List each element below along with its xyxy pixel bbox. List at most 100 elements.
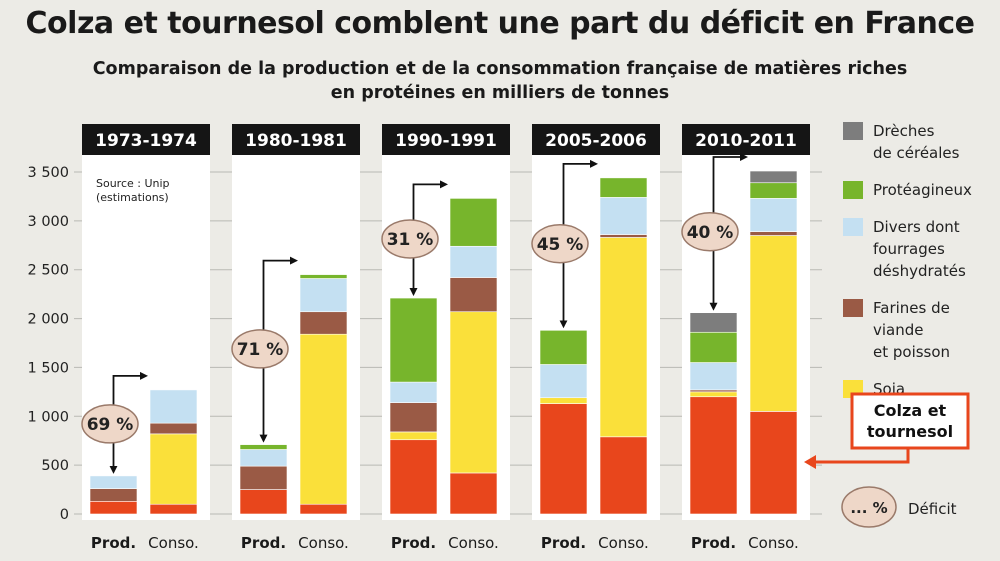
bar-segment-prod-proteagineux	[239, 444, 288, 450]
source-line-2: (estimations)	[96, 191, 169, 204]
y-tick-label: 2 000	[27, 312, 69, 328]
deficit-label: 40 %	[687, 223, 734, 243]
legend-swatch-farines	[843, 299, 863, 317]
bar-segment-prod-farines	[239, 465, 288, 490]
deficit-badge	[381, 219, 439, 259]
deficit-arrow-up	[412, 180, 448, 220]
bar-segment-prod-divers	[689, 362, 738, 391]
subtitle-line-2: en protéines en milliers de tonnes	[330, 83, 670, 103]
bar-segment-conso-colza	[749, 411, 798, 515]
page-title: Colza et tournesol comblent une part du …	[25, 6, 975, 41]
bar-segment-conso-colza	[299, 503, 348, 515]
legend-swatch-dreches	[843, 122, 863, 140]
bar-label-conso: Conso.	[298, 534, 349, 552]
bar-segment-prod-proteagineux	[539, 329, 588, 365]
bar-label-prod: Prod.	[541, 534, 586, 552]
bar-segment-conso-colza	[149, 503, 198, 515]
y-tick-label: 1 000	[27, 409, 69, 425]
bar-segment-prod-soja	[389, 431, 438, 441]
bar-label-conso: Conso.	[748, 534, 799, 552]
bar-segment-prod-colza	[539, 403, 588, 515]
bar-segment-prod-divers	[389, 381, 438, 403]
deficit-arrows: 69 % 71 % 31 % 45 % 40 %	[81, 153, 748, 474]
colza-callout-line-1: Colza et	[874, 401, 947, 420]
period-header-0	[82, 124, 210, 155]
source-line-1: Source : Unip	[96, 177, 170, 190]
period-header-label: 1980-1981	[245, 131, 347, 151]
period-header-2	[382, 124, 510, 155]
period-header-1	[232, 124, 360, 155]
bar-segment-prod-divers	[239, 449, 288, 467]
y-tick-label: 1 500	[27, 360, 69, 376]
deficit-badge	[681, 212, 739, 252]
bar-segment-prod-dreches	[689, 312, 738, 333]
colza-callout-box	[850, 392, 970, 450]
legend-label: viande	[873, 321, 924, 339]
deficit-label: 69 %	[87, 415, 134, 435]
deficit-arrow-up	[112, 371, 148, 405]
legend-label: Divers dont	[873, 218, 960, 236]
bar-label-prod: Prod.	[691, 534, 736, 552]
y-tick-label: 3 000	[27, 214, 69, 230]
bar-segment-conso-proteagineux	[749, 182, 798, 199]
bar-segment-conso-farines	[299, 311, 348, 335]
bar-segment-conso-soja	[299, 333, 348, 505]
bar-segment-conso-soja	[749, 235, 798, 412]
bar-segment-conso-farines	[149, 422, 198, 435]
legend-label: de céréales	[873, 144, 960, 162]
bar-segment-conso-soja	[599, 237, 648, 438]
bar-segment-conso-dreches	[749, 170, 798, 184]
deficit-key-label: Déficit	[908, 500, 957, 518]
deficit-label: 71 %	[237, 340, 284, 360]
period-header-label: 1973-1974	[95, 131, 197, 151]
bar-segment-prod-farines	[389, 402, 438, 433]
legend-label: Farines de	[873, 299, 950, 317]
bar-segment-conso-divers	[449, 245, 498, 278]
period-header-4	[682, 124, 810, 155]
deficit-badge	[531, 224, 589, 264]
colza-callout-connector	[812, 448, 910, 464]
bars	[89, 170, 798, 515]
bar-segment-prod-divers	[539, 364, 588, 399]
bar-segment-prod-proteagineux	[689, 331, 738, 363]
legend-label: et poisson	[873, 343, 950, 361]
y-tick-label: 2 500	[27, 263, 69, 279]
bar-segment-conso-proteagineux	[299, 274, 348, 279]
bar-label-prod: Prod.	[391, 534, 436, 552]
bar-segment-prod-proteagineux	[389, 297, 438, 383]
deficit-key-symbol: ... %	[850, 499, 887, 517]
bar-segment-conso-divers	[149, 389, 198, 424]
bar-segment-prod-colza	[89, 500, 138, 515]
colza-callout-line-2: tournesol	[867, 422, 953, 441]
deficit-arrow-up	[562, 159, 598, 225]
bar-segment-prod-colza	[689, 396, 738, 515]
colza-callout-arrowhead	[804, 455, 816, 469]
bar-segment-conso-farines	[449, 277, 498, 313]
deficit-label: 31 %	[387, 230, 434, 250]
y-axis: 0 500 1 000 1 500 2 000 2 500 3 000 3 500 Prod. C…	[27, 165, 798, 552]
bar-segment-conso-divers	[749, 198, 798, 232]
bar-label-conso: Conso.	[148, 534, 199, 552]
bar-segment-prod-colza	[389, 439, 438, 515]
bar-label-conso: Conso.	[598, 534, 649, 552]
legend-swatch-proteagineux	[843, 181, 863, 199]
bar-segment-conso-farines	[749, 231, 798, 236]
y-tick-label: 500	[41, 458, 69, 474]
legend-label: Drèches	[873, 122, 935, 140]
bar-segment-prod-soja	[539, 397, 588, 404]
deficit-badge	[231, 329, 289, 369]
bar-label-prod: Prod.	[241, 534, 286, 552]
legend-label: Protéagineux	[873, 181, 972, 199]
legend: Drèches de céréales Protéagineux Divers don…	[843, 122, 972, 398]
bar-label-prod: Prod.	[91, 534, 136, 552]
deficit-badge	[81, 404, 139, 444]
legend-label: déshydratés	[873, 262, 966, 280]
bar-segment-conso-colza	[449, 472, 498, 515]
deficit-label: 45 %	[537, 235, 584, 255]
bar-segment-conso-divers	[599, 197, 648, 235]
deficit-arrow-up	[712, 153, 748, 213]
period-header-label: 2005-2006	[545, 131, 647, 151]
bar-segment-prod-colza	[239, 489, 288, 515]
bar-label-conso: Conso.	[448, 534, 499, 552]
